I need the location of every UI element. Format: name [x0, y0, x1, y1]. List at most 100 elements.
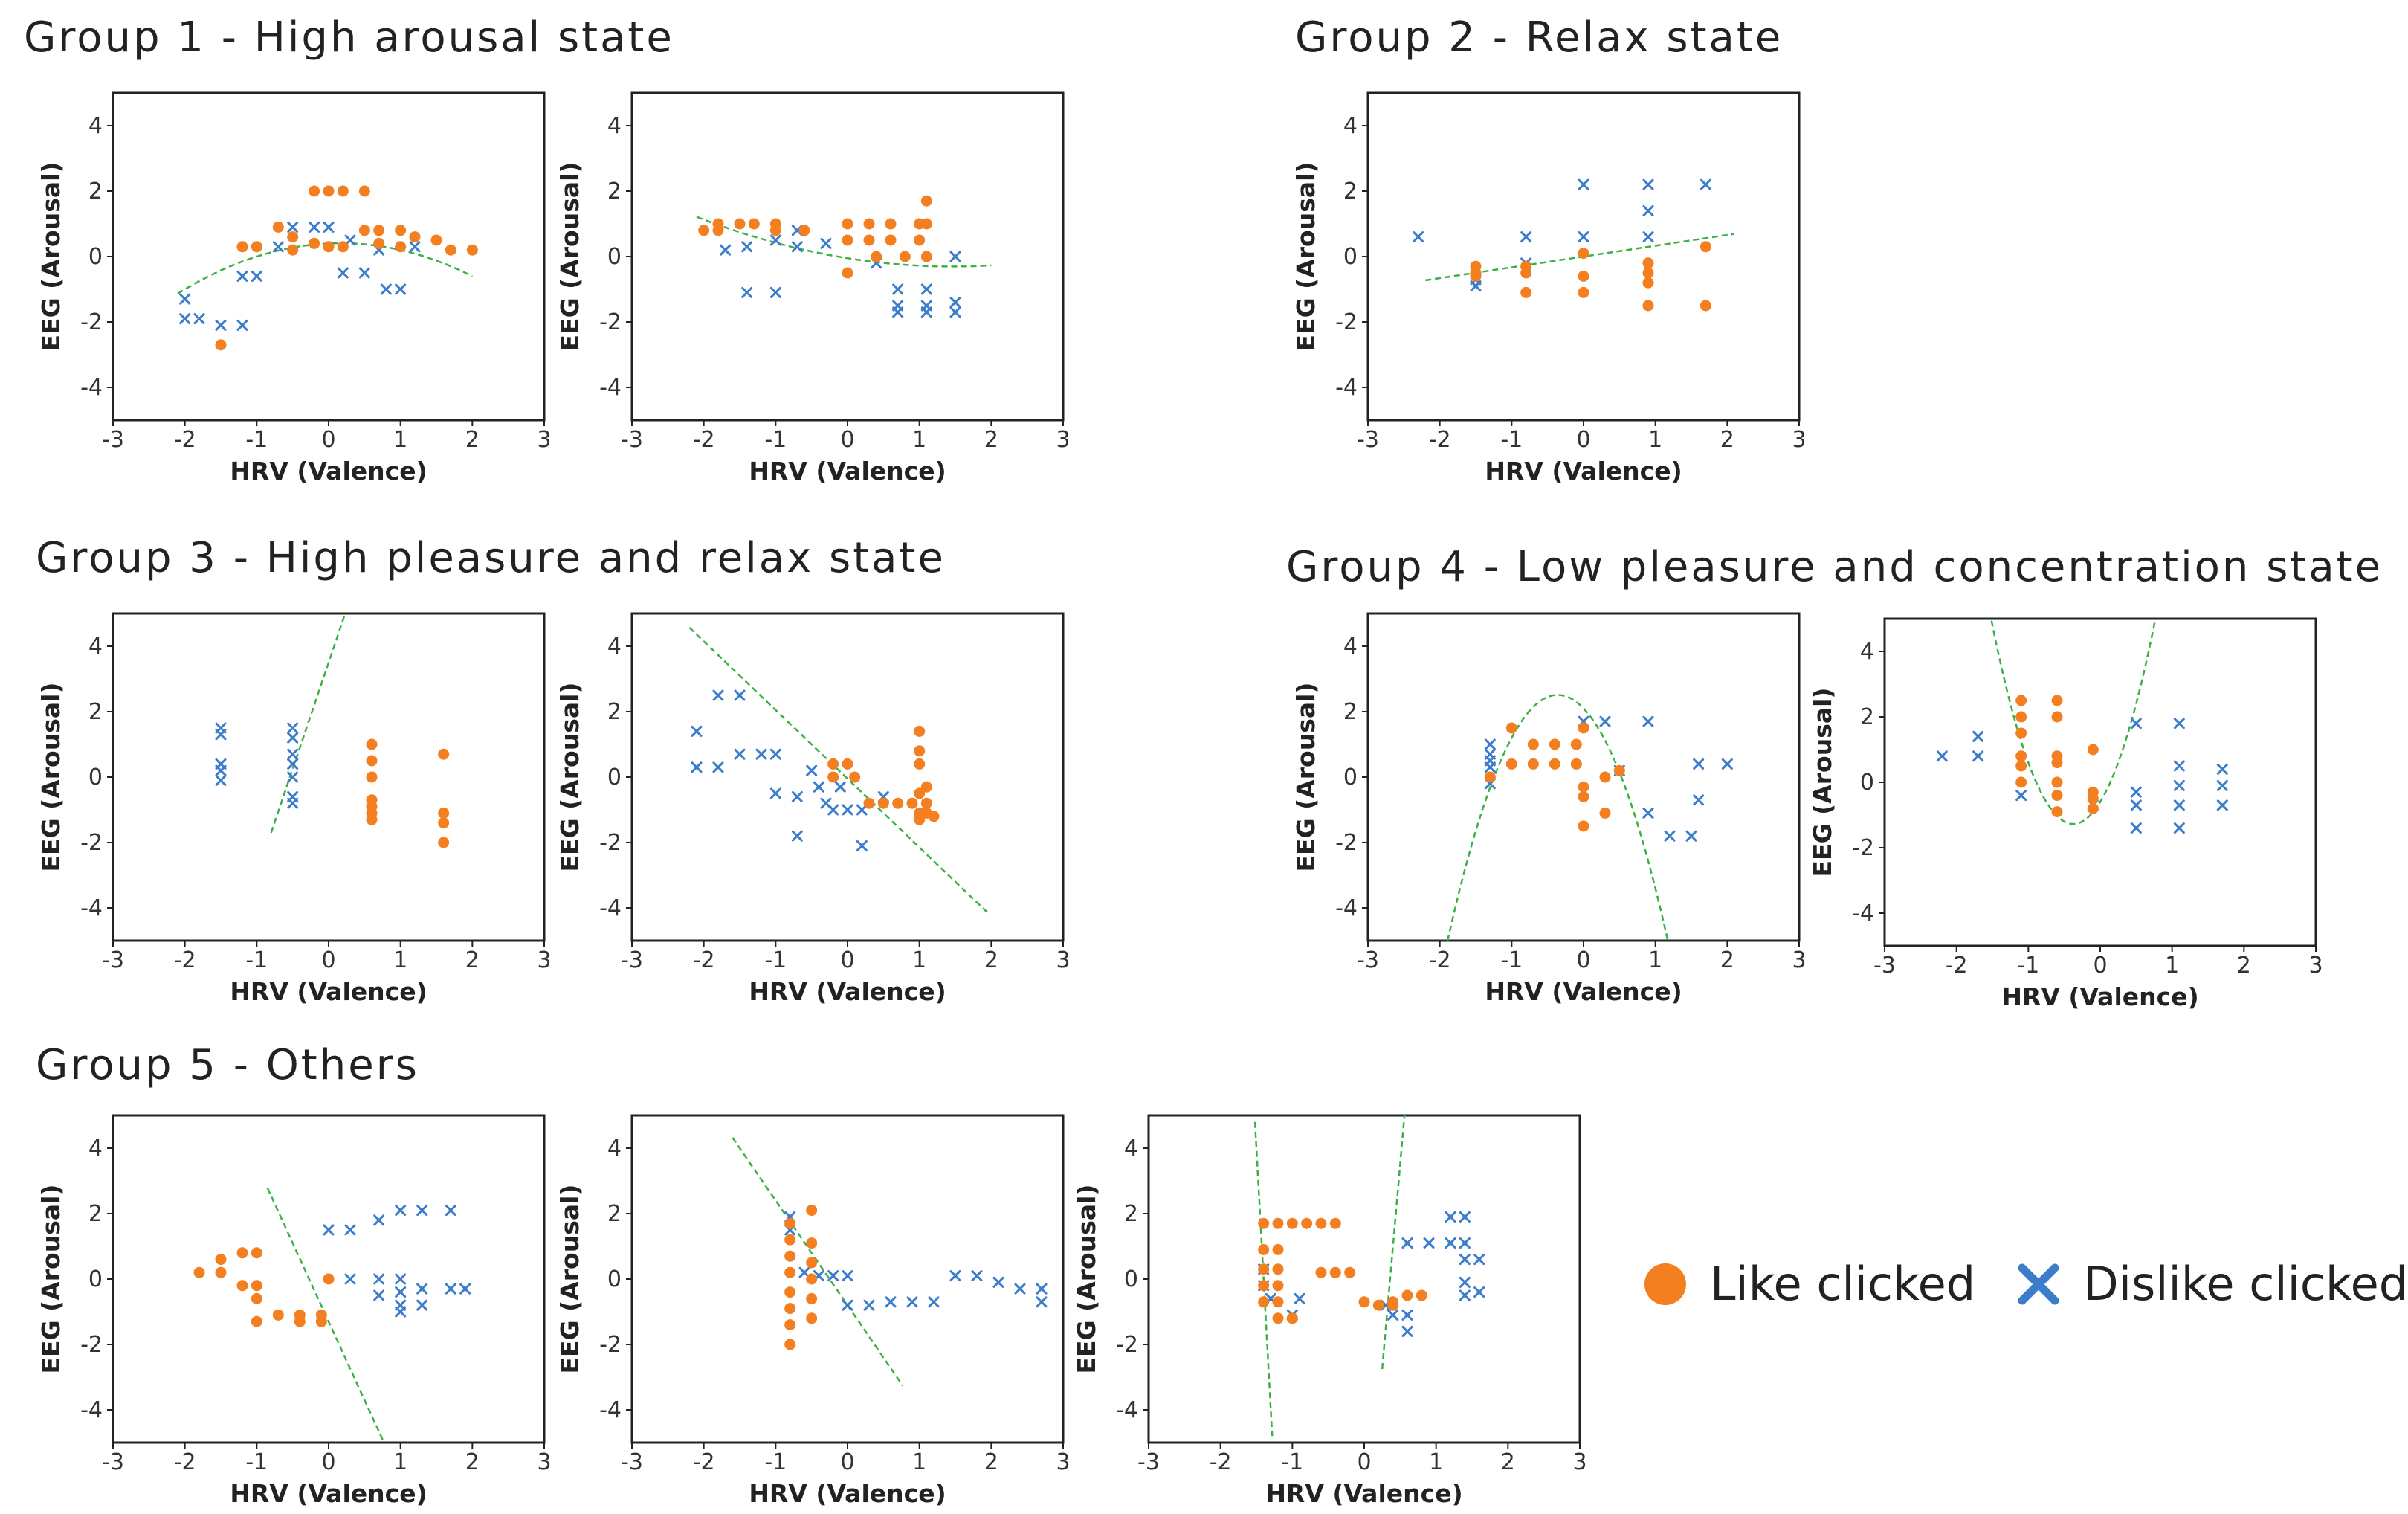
y-tick-label: 4: [607, 1136, 622, 1162]
x-tick-label: 2: [984, 947, 998, 973]
y-tick-label: -2: [80, 1332, 103, 1358]
like-point: [1401, 1289, 1413, 1301]
like-point: [748, 218, 760, 230]
dislike-point: [2015, 790, 2027, 802]
like-point: [1272, 1243, 1284, 1255]
dislike-point: [920, 306, 932, 318]
dislike-point: [2173, 718, 2185, 729]
dislike-point: [892, 283, 904, 295]
like-point: [309, 185, 320, 197]
dislike-point: [445, 1283, 456, 1295]
dislike-point: [820, 237, 832, 249]
legend-like-label: Like clicked: [1710, 1257, 1976, 1311]
like-point: [2051, 695, 2063, 706]
dislike-point: [2216, 799, 2228, 811]
y-tick-label: -2: [599, 830, 622, 856]
x-tick-label: -2: [693, 1449, 715, 1475]
like-point: [1484, 771, 1496, 783]
y-tick-label: -4: [80, 1397, 103, 1423]
dislike-point: [1484, 761, 1496, 773]
y-tick-label: -4: [1116, 1397, 1138, 1423]
dislike-point: [1036, 1296, 1048, 1308]
y-tick-label: 4: [607, 113, 622, 139]
legend-dislike-label: Dislike clicked: [2083, 1257, 2408, 1311]
dislike-point: [395, 283, 407, 295]
x-tick-label: 3: [2308, 953, 2323, 979]
dislike-point: [791, 790, 803, 802]
like-point: [1329, 1217, 1341, 1229]
dislike-point: [769, 286, 781, 298]
like-point: [1258, 1217, 1270, 1229]
like-point: [409, 231, 421, 243]
scatter-panel-group4-b: -3 -2 -1 0 1 2 3 -4 -2 0 2 4 HRV (Valence) EEG (Arous…: [1808, 617, 2323, 1011]
x-axis-label: HRV (Valence): [1265, 1479, 1462, 1508]
dislike-point: [1642, 204, 1654, 216]
dislike-point: [287, 758, 299, 770]
scatter-panel-group5-b: -3 -2 -1 0 1 2 3 -4 -2 0 2 4 HRV (Valence) EEG (Arous…: [555, 1114, 1071, 1508]
scatter-panel-group5-c: -3 -2 -1 0 1 2 3 -4 -2 0 2 4 HRV (Valence) EEG (Arous…: [1072, 1114, 1587, 1508]
dislike-point: [1413, 231, 1424, 243]
dislike-point: [1664, 830, 1676, 842]
legend-like: Like clicked: [1643, 1257, 1975, 1311]
x-tick-label: 2: [1501, 1449, 1515, 1475]
y-tick-label: 0: [88, 764, 103, 790]
like-point: [2051, 711, 2063, 723]
dislike-point: [949, 251, 961, 262]
like-point: [784, 1250, 796, 1262]
x-tick-label: 0: [840, 427, 854, 453]
x-tick-label: 1: [393, 1449, 407, 1475]
dislike-point: [395, 1205, 407, 1217]
like-point: [373, 237, 385, 249]
y-tick-label: 2: [1124, 1201, 1138, 1227]
y-tick-label: 2: [1860, 704, 1874, 730]
like-point: [2015, 711, 2027, 723]
plot-frame: [630, 612, 1065, 942]
y-tick-label: -2: [1852, 835, 1874, 861]
fit-curve: [688, 626, 989, 914]
like-point: [1272, 1296, 1284, 1308]
dislike-point: [251, 270, 262, 282]
x-tick-label: 0: [840, 947, 854, 973]
like-point: [1258, 1296, 1270, 1308]
like-point: [806, 1205, 818, 1217]
x-tick-label: 2: [465, 427, 480, 453]
x-tick-label: 0: [1357, 1449, 1371, 1475]
like-point: [358, 185, 370, 197]
like-point: [914, 787, 926, 799]
like-point: [914, 234, 926, 246]
like-point: [784, 1286, 796, 1298]
dislike-point: [2173, 779, 2185, 791]
dislike-point: [842, 1270, 853, 1282]
like-point: [863, 797, 875, 809]
y-axis-label: EEG (Arousal): [1808, 687, 1837, 877]
like-point: [849, 771, 861, 783]
like-point: [438, 807, 450, 819]
like-point: [1642, 277, 1654, 289]
like-point: [236, 1280, 248, 1292]
x-tick-label: -3: [621, 427, 643, 453]
dislike-point: [1599, 715, 1611, 727]
dislike-point: [2173, 760, 2185, 772]
like-point: [2051, 757, 2063, 769]
x-tick-label: 0: [1576, 947, 1590, 973]
fit-curve: [1446, 694, 1669, 941]
dislike-point: [272, 241, 284, 253]
dislike-point: [928, 1296, 940, 1308]
like-point: [1520, 286, 1532, 298]
dislike-point: [179, 293, 191, 305]
x-tick-label: 0: [2093, 953, 2107, 979]
like-point: [1599, 771, 1611, 783]
x-tick-label: 3: [537, 1449, 551, 1475]
like-point: [920, 797, 932, 809]
x-tick-label: -1: [1500, 947, 1523, 973]
like-point: [1315, 1217, 1327, 1229]
like-point: [784, 1234, 796, 1246]
like-point: [784, 1217, 796, 1229]
x-tick-label: 2: [465, 1449, 480, 1475]
dislike-point: [344, 1224, 356, 1236]
plot-frame: [112, 91, 546, 422]
dislike-point: [691, 725, 703, 737]
dislike-point: [1459, 1289, 1471, 1301]
like-point: [1578, 270, 1589, 282]
like-point: [769, 225, 781, 236]
